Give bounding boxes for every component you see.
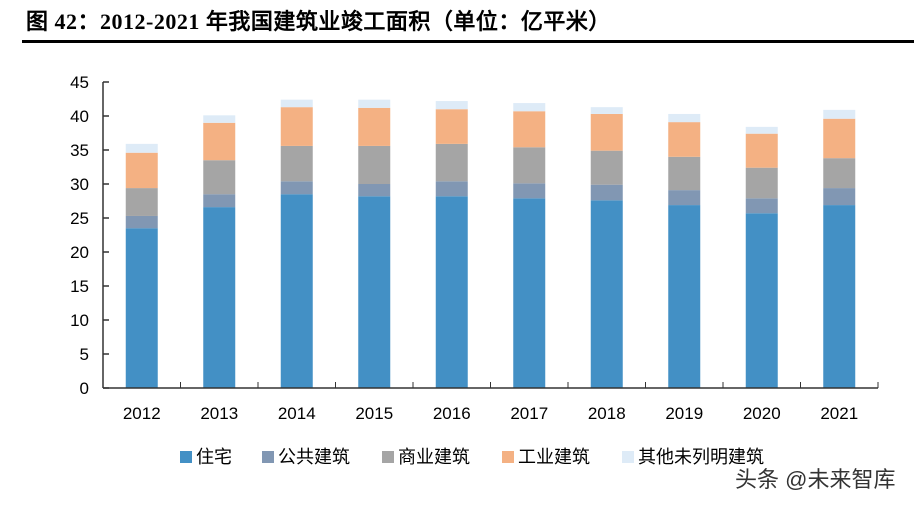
- x-tick-label: 2020: [743, 404, 781, 423]
- bar-2016-series-0: [435, 196, 468, 388]
- legend-swatch-4: [622, 451, 634, 463]
- bar-2017-series-3: [513, 111, 546, 148]
- bar-2020-series-3: [745, 133, 778, 168]
- x-tick-label: 2017: [510, 404, 548, 423]
- bar-2014-series-0: [280, 194, 313, 388]
- bar-2018-series-2: [590, 150, 623, 185]
- bar-2015-series-1: [358, 184, 391, 197]
- bar-2012-series-0: [125, 228, 158, 388]
- x-tick-label: 2015: [355, 404, 393, 423]
- x-tick-label: 2018: [588, 404, 626, 423]
- x-tick-label: 2019: [665, 404, 703, 423]
- y-tick-label: 0: [80, 379, 89, 398]
- bar-2012-series-2: [125, 188, 158, 216]
- bar-2020-series-0: [745, 213, 778, 388]
- legend-label-3: 工业建筑: [518, 447, 590, 468]
- bar-2014-series-2: [280, 145, 313, 182]
- bar-2015-series-3: [358, 107, 391, 146]
- bar-2017-series-0: [513, 198, 546, 388]
- bar-2019-series-3: [668, 122, 701, 157]
- bar-2014-series-1: [280, 181, 313, 195]
- legend-label-0: 住宅: [196, 447, 232, 468]
- bar-2016-series-1: [435, 181, 468, 197]
- bar-2012-series-3: [125, 152, 158, 189]
- x-tick-label: 2016: [433, 404, 471, 423]
- bar-2018-series-4: [590, 107, 623, 114]
- y-tick-label: 35: [70, 141, 89, 160]
- axes-layer: 2012 2013 2014 2015 2016 2017 2018 2019 2020 2021…: [70, 73, 879, 423]
- legend-swatch-1: [262, 451, 274, 463]
- legend-swatch-2: [382, 451, 394, 463]
- x-tick-label: 2013: [200, 404, 238, 423]
- bar-2014-series-3: [280, 107, 313, 146]
- y-tick-label: 20: [70, 243, 89, 262]
- legend-swatch-0: [180, 451, 192, 463]
- x-tick-label: 2012: [123, 404, 161, 423]
- legend-label-1: 公共建筑: [278, 447, 350, 468]
- bar-2015-series-4: [358, 99, 391, 108]
- bar-2021-series-4: [823, 109, 856, 119]
- bar-2015-series-2: [358, 145, 391, 184]
- bar-2017-series-2: [513, 147, 546, 184]
- bar-2020-series-2: [745, 167, 778, 199]
- bar-2021-series-2: [823, 158, 856, 189]
- legend-label-2: 商业建筑: [398, 447, 470, 468]
- figure-title: 图 42：2012-2021 年我国建筑业竣工面积（单位：亿平米）: [26, 9, 611, 34]
- bar-2016-series-3: [435, 109, 468, 144]
- y-tick-label: 45: [70, 73, 89, 92]
- bar-2015-series-0: [358, 196, 391, 388]
- bar-2017-series-4: [513, 103, 546, 112]
- bar-2014-series-4: [280, 99, 313, 108]
- x-tick-label: 2014: [278, 404, 316, 423]
- bar-2019-series-4: [668, 113, 701, 123]
- bar-2013-series-1: [203, 194, 236, 208]
- y-tick-label: 30: [70, 175, 89, 194]
- legend: 住宅 公共建筑 商业建筑 工业建筑 其他未列明建筑: [180, 447, 764, 468]
- bar-2013-series-2: [203, 160, 236, 195]
- bar-2017-series-1: [513, 183, 546, 199]
- bar-2020-series-1: [745, 198, 778, 214]
- bar-2013-series-0: [203, 207, 236, 388]
- bar-2018-series-1: [590, 184, 623, 201]
- title-underline: [22, 40, 914, 43]
- bar-2021-series-3: [823, 118, 856, 159]
- bar-2012-series-1: [125, 215, 158, 229]
- bar-2019-series-0: [668, 205, 701, 388]
- bar-2016-series-4: [435, 101, 468, 110]
- y-tick-label: 15: [70, 277, 89, 296]
- legend-swatch-3: [502, 451, 514, 463]
- legend-label-4: 其他未列明建筑: [638, 447, 764, 468]
- y-tick-label: 10: [70, 311, 89, 330]
- bar-2013-series-3: [203, 122, 236, 161]
- bar-2016-series-2: [435, 143, 468, 182]
- x-tick-label: 2021: [820, 404, 858, 423]
- watermark: 头条 @未来智库: [735, 467, 896, 492]
- bar-2019-series-1: [668, 190, 701, 206]
- bar-2021-series-1: [823, 188, 856, 206]
- bars-layer: [125, 99, 856, 388]
- bar-2012-series-4: [125, 143, 158, 153]
- bar-2021-series-0: [823, 205, 856, 388]
- bar-2013-series-4: [203, 115, 236, 123]
- bar-2019-series-2: [668, 156, 701, 191]
- y-tick-label: 40: [70, 107, 89, 126]
- bar-2018-series-0: [590, 200, 623, 388]
- bar-2020-series-4: [745, 126, 778, 134]
- y-tick-label: 25: [70, 209, 89, 228]
- bar-2018-series-3: [590, 113, 623, 151]
- y-tick-label: 5: [80, 345, 89, 364]
